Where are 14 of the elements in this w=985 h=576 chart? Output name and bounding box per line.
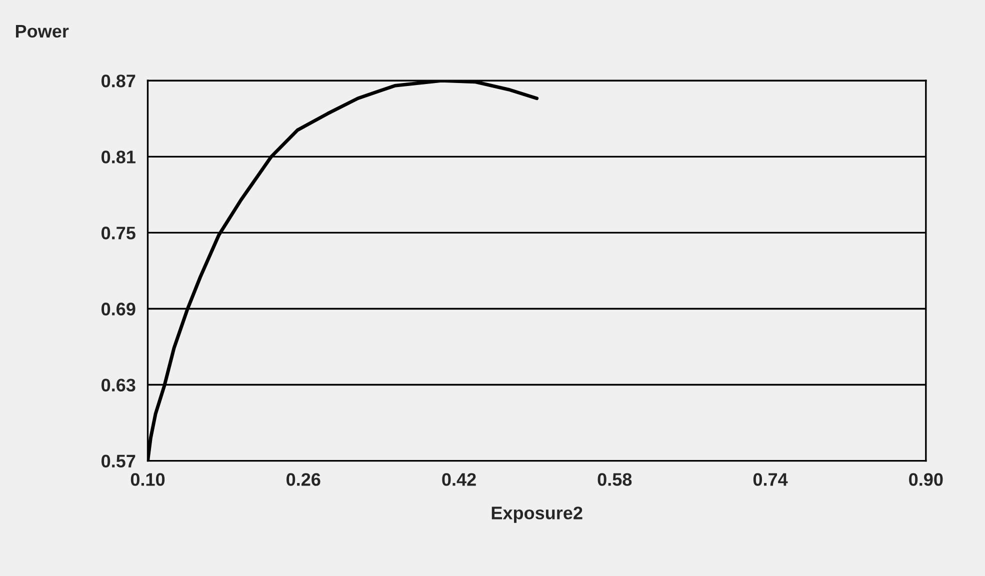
- x-tick-label: 0.90: [909, 473, 943, 486]
- x-tick-label: 0.42: [442, 473, 476, 486]
- x-tick-label: 0.58: [598, 473, 632, 486]
- x-tick-label: 0.74: [753, 473, 788, 486]
- y-tick-label: 0.75: [102, 226, 136, 240]
- y-axis-title: Power: [16, 25, 69, 38]
- y-tick-label: 0.81: [102, 150, 136, 164]
- y-tick-label: 0.87: [102, 74, 136, 88]
- x-tick-label: 0.10: [130, 473, 165, 486]
- x-axis-title: Exposure2: [492, 506, 582, 523]
- x-tick-label: 0.26: [286, 473, 320, 486]
- y-tick-label: 0.63: [102, 378, 136, 392]
- y-tick-label: 0.57: [102, 454, 136, 468]
- y-tick-label: 0.69: [102, 302, 136, 316]
